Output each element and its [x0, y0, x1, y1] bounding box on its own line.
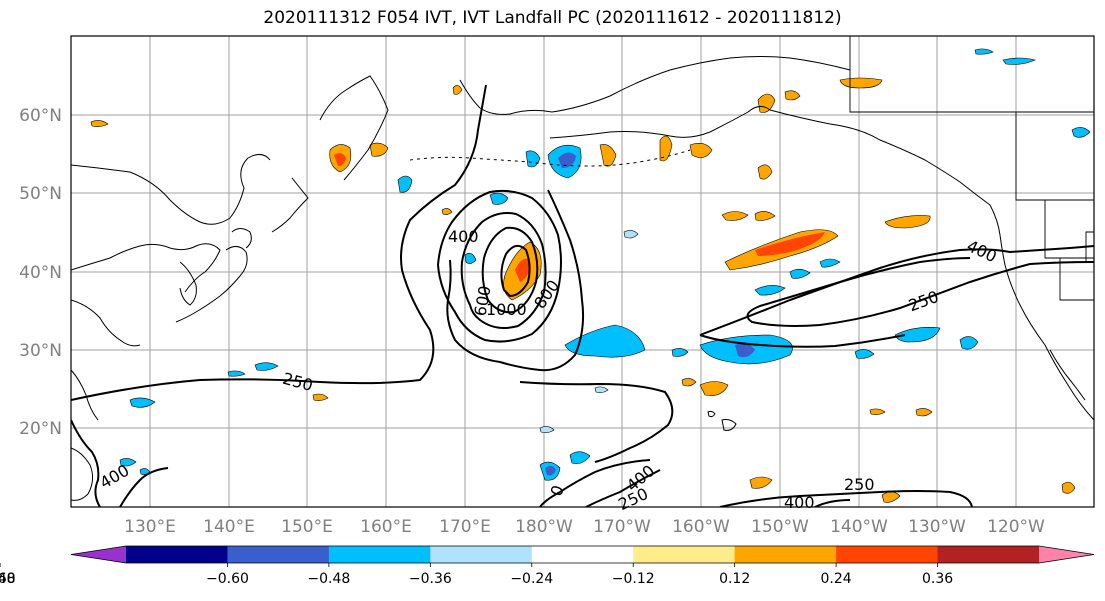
colorbar-segment — [836, 546, 939, 563]
colorbar-outline — [70, 545, 1095, 564]
colorbar-segment — [734, 546, 837, 563]
lat-label: 30°N — [19, 341, 62, 361]
ivt-contours — [71, 84, 1094, 507]
contour-label: 400 — [448, 227, 479, 246]
lon-label: 140°E — [203, 517, 255, 537]
lon-label: 140°W — [830, 517, 888, 537]
lon-label: 160°E — [360, 517, 412, 537]
colorbar-segment — [937, 546, 1040, 563]
colorbar-tick-label: −0.60 — [206, 571, 249, 587]
colorbar-segment — [430, 546, 533, 563]
contour-label: 250 — [844, 475, 875, 494]
lon-label: 180°W — [515, 517, 573, 537]
colorbar-tick-label: −0.12 — [612, 571, 655, 587]
colorbar-segment — [126, 546, 228, 563]
lon-label: 130°E — [124, 517, 176, 537]
pc-shading — [90, 48, 1091, 503]
lon-label: 160°W — [672, 517, 730, 537]
colorbar-tick-label: 0.36 — [922, 571, 953, 587]
colorbar-segment — [633, 546, 736, 563]
colorbar-tick-label: 0.48 — [0, 571, 16, 587]
colorbar: −0.60 −0.48 −0.36 −0.24 −0.12 0.12 0.24 0.36 0.4… — [0, 545, 1095, 587]
colorbar-segment — [328, 546, 431, 563]
colorbar-extend-high — [1039, 546, 1094, 563]
colorbar-tick-label: −0.36 — [409, 571, 452, 587]
longitude-labels: 130°E 140°E 150°E 160°E 170°E 180°W 170°… — [124, 517, 1045, 537]
lon-label: 130°W — [908, 517, 966, 537]
contour-label: 1000 — [486, 300, 527, 319]
latitude-labels: 60°N 50°N 40°N 30°N 20°N — [19, 106, 62, 439]
coastlines — [71, 56, 1094, 501]
colorbar-segment — [227, 546, 330, 563]
map-title: 2020111312 F054 IVT, IVT Landfall PC (20… — [263, 8, 842, 28]
lat-label: 40°N — [19, 263, 62, 283]
colorbar-tick-label: 0.12 — [719, 571, 750, 587]
lat-label: 50°N — [19, 184, 62, 204]
lon-label: 150°E — [281, 517, 333, 537]
colorbar-tick-label: −0.24 — [510, 571, 553, 587]
contour-label: 400 — [784, 493, 815, 512]
lat-label: 60°N — [19, 106, 62, 126]
lon-label: 170°E — [439, 517, 491, 537]
map-frame — [70, 35, 1095, 508]
colorbar-tick-label: 0.60 — [0, 571, 16, 587]
lon-label: 170°W — [593, 517, 651, 537]
lon-label: 120°W — [987, 517, 1045, 537]
political-boundaries — [849, 36, 1094, 301]
colorbar-tick-label: 0.24 — [821, 571, 852, 587]
lon-label: 150°W — [751, 517, 809, 537]
lat-label: 20°N — [19, 419, 62, 439]
colorbar-tick-label: −0.48 — [307, 571, 350, 587]
colorbar-segment — [531, 546, 634, 563]
colorbar-extend-low — [71, 546, 126, 563]
